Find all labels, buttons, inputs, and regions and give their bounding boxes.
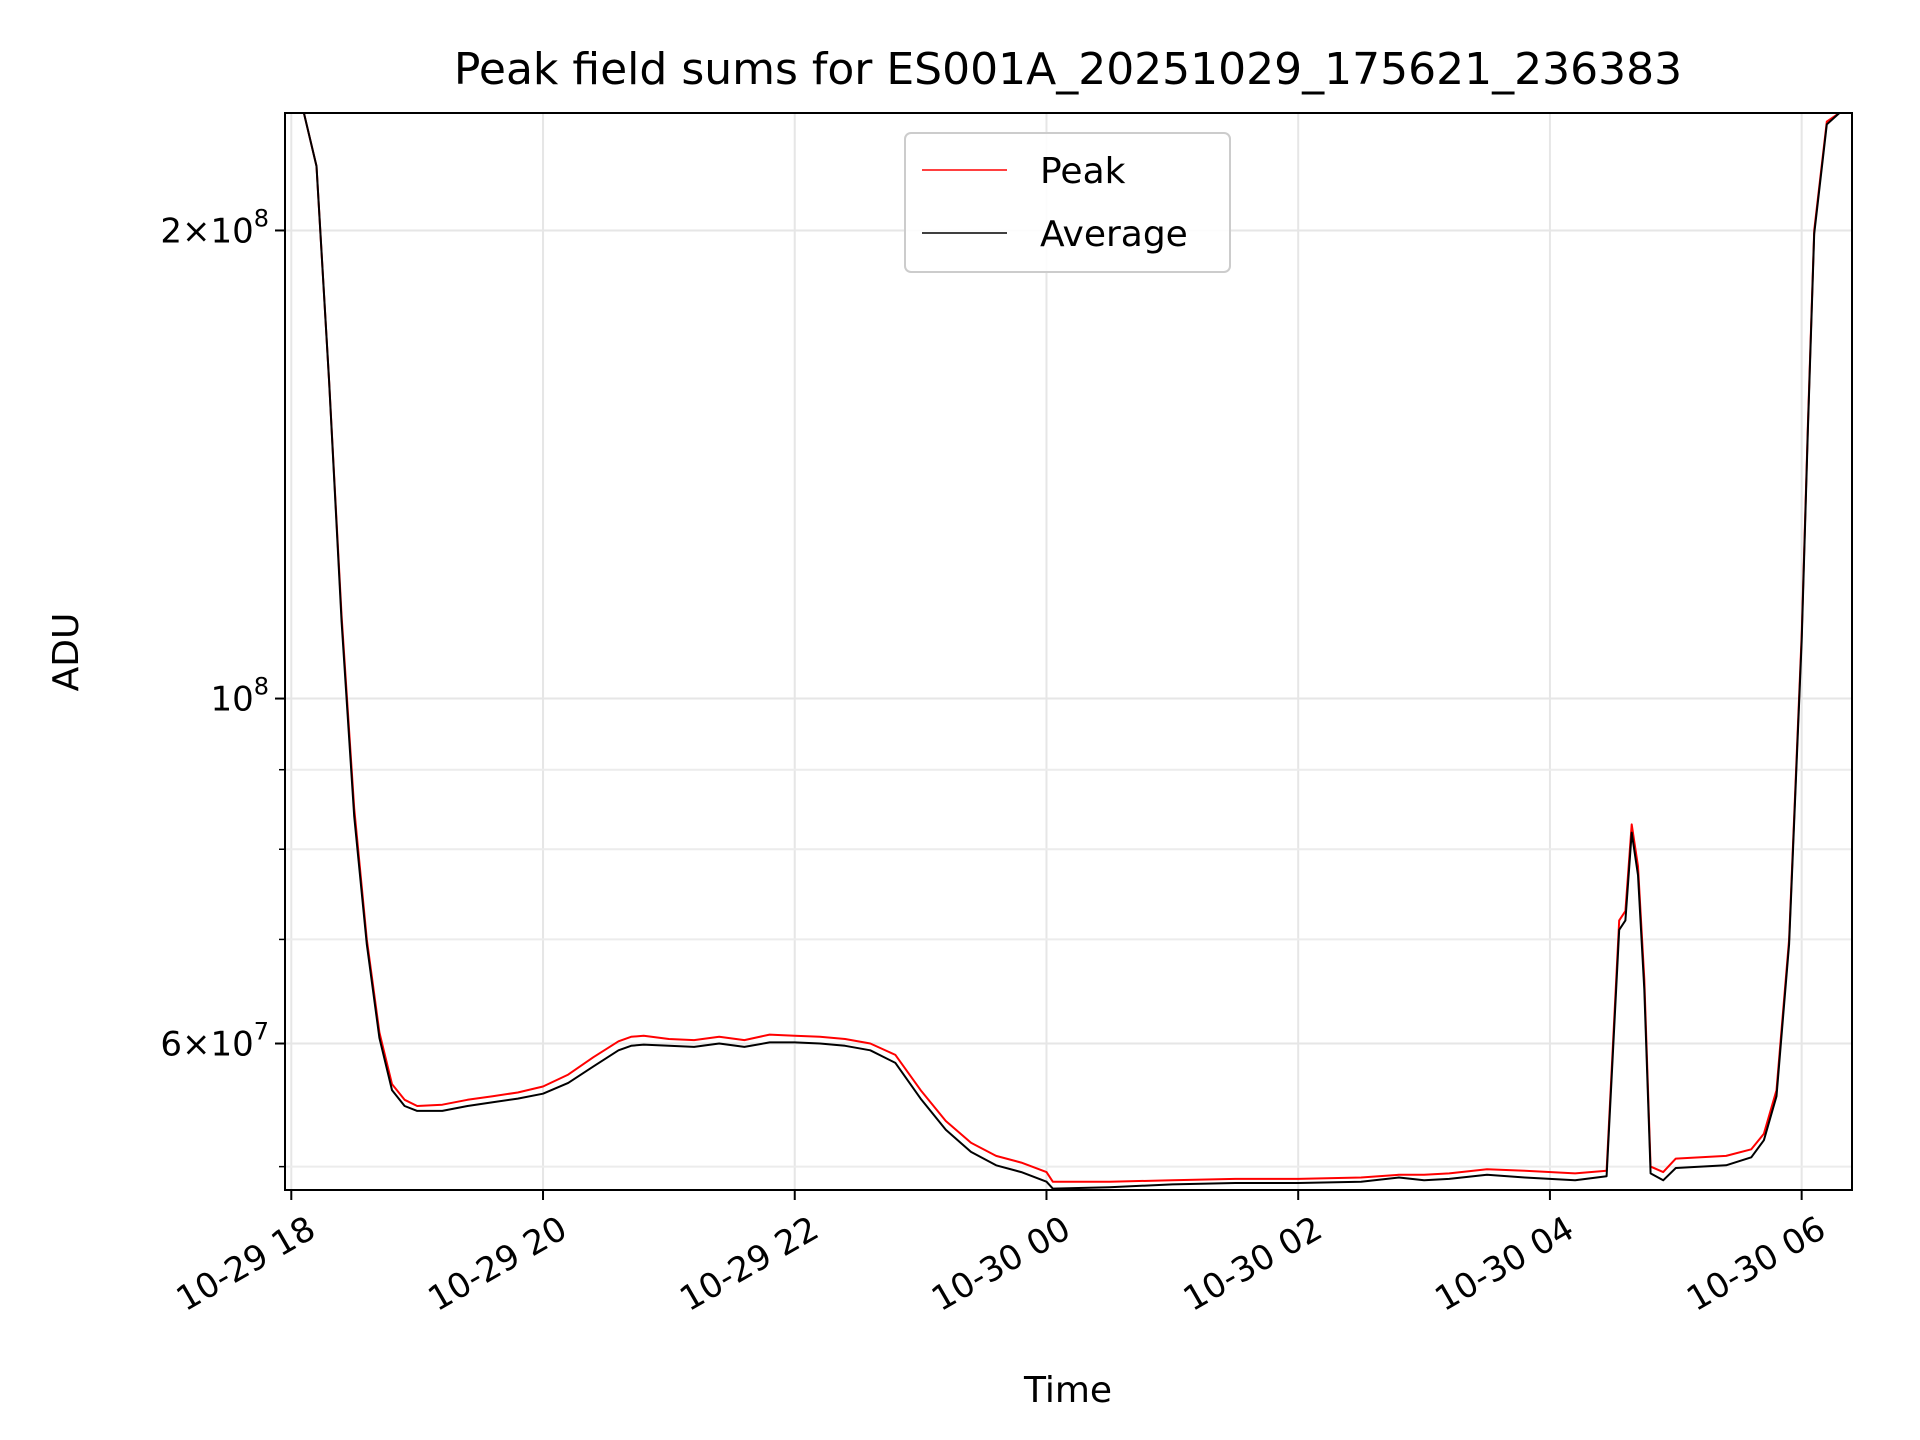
y-axis-label: ADU [46,613,87,692]
x-axis-label: Time [1023,1370,1112,1411]
series-peak-line [285,113,1852,1183]
series-average-line [285,113,1852,1190]
y-tick-exponent: 7 [254,1018,269,1046]
legend-box [904,132,1231,273]
y-tick-exponent: 8 [254,204,269,232]
legend: Peak Average [904,132,1231,273]
legend-peak-label: Peak [1040,151,1126,192]
series-lines [285,113,1852,1190]
chart-title: Peak field sums for ES001A_20251029_1756… [454,44,1682,95]
y-tick-label: 108 [210,673,269,720]
axes-frame [284,112,1853,1191]
grid-lines [285,113,1852,1190]
y-tick-label: 6×107 [160,1018,269,1065]
y-tick-exponent: 8 [254,673,269,701]
y-tick-label: 2×108 [160,204,269,251]
legend-average-label: Average [1040,214,1188,255]
